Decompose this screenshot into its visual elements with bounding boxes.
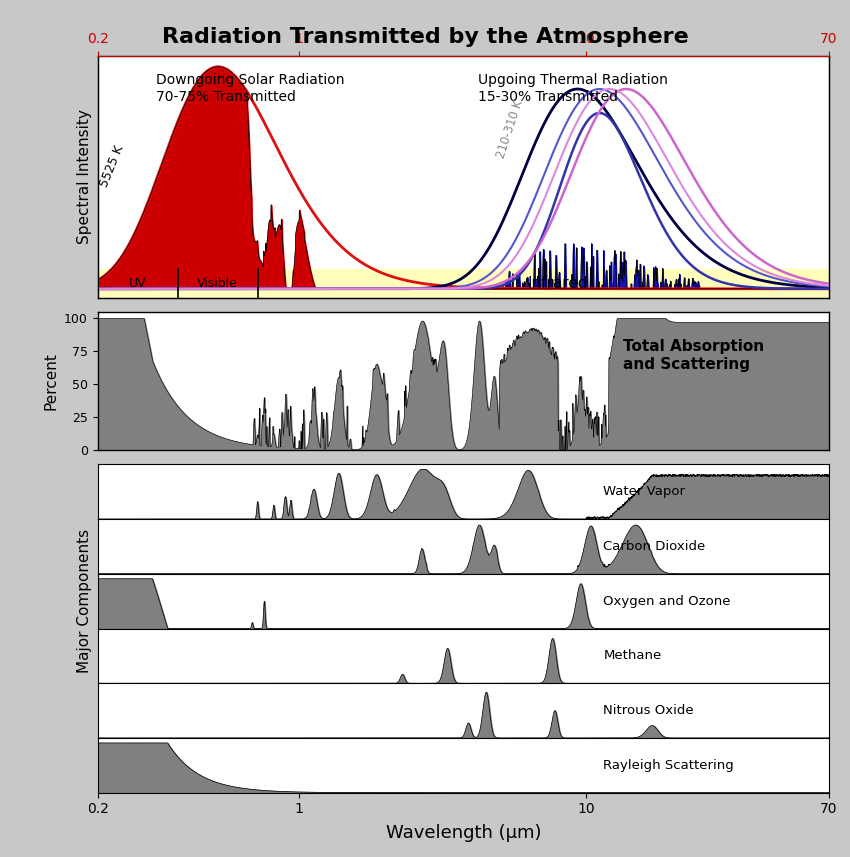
Y-axis label: Percent: Percent	[43, 352, 59, 410]
Bar	[98, 269, 829, 297]
Text: Methane: Methane	[604, 650, 661, 662]
Text: Upgoing Thermal Radiation
15-30% Transmitted: Upgoing Thermal Radiation 15-30% Transmi…	[478, 74, 667, 104]
Text: UV: UV	[129, 277, 146, 290]
Text: Oxygen and Ozone: Oxygen and Ozone	[604, 595, 731, 608]
Text: 210-310 K: 210-310 K	[495, 99, 525, 160]
Text: Nitrous Oxide: Nitrous Oxide	[604, 704, 694, 717]
Text: Water Vapor: Water Vapor	[604, 485, 685, 498]
Y-axis label: Spectral Intensity: Spectral Intensity	[77, 109, 92, 244]
Text: Wavelength (μm): Wavelength (μm)	[386, 824, 541, 842]
Text: Radiation Transmitted by the Atmosphere: Radiation Transmitted by the Atmosphere	[162, 27, 689, 47]
Text: 5525 K: 5525 K	[99, 143, 127, 189]
Y-axis label: Major Components: Major Components	[77, 529, 92, 674]
Text: Visible: Visible	[197, 277, 238, 290]
Text: Total Absorption
and Scattering: Total Absorption and Scattering	[623, 339, 764, 372]
Text: Rayleigh Scattering: Rayleigh Scattering	[604, 758, 734, 772]
Text: Infrared: Infrared	[527, 276, 588, 291]
Text: Carbon Dioxide: Carbon Dioxide	[604, 540, 706, 553]
Text: Downgoing Solar Radiation
70-75% Transmitted: Downgoing Solar Radiation 70-75% Transmi…	[156, 74, 345, 104]
